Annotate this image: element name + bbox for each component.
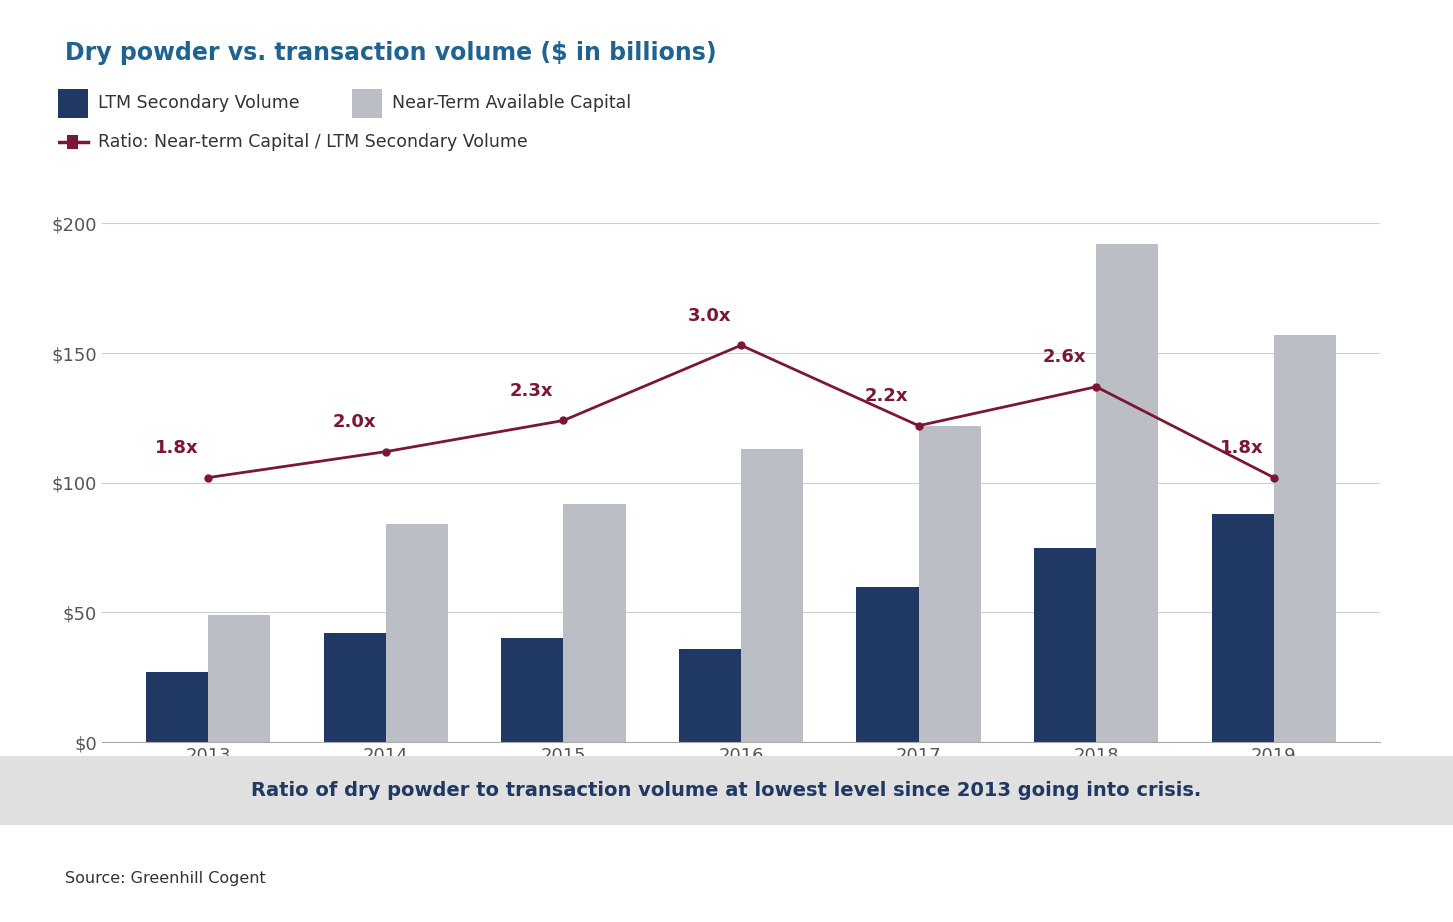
Bar	[679, 649, 741, 742]
Bar	[1035, 548, 1096, 742]
Text: 3.0x: 3.0x	[687, 306, 731, 325]
Bar	[1212, 514, 1274, 742]
Bar	[741, 449, 804, 742]
Text: Ratio: Near-term Capital / LTM Secondary Volume: Ratio: Near-term Capital / LTM Secondary…	[99, 133, 527, 151]
Bar	[564, 503, 626, 742]
Bar	[386, 525, 448, 742]
Bar	[501, 638, 564, 742]
Bar	[324, 633, 386, 742]
Text: Source: Greenhill Cogent: Source: Greenhill Cogent	[65, 871, 266, 886]
Text: 2.6x: 2.6x	[1042, 348, 1085, 366]
FancyBboxPatch shape	[352, 89, 382, 118]
Text: Ratio of dry powder to transaction volume at lowest level since 2013 going into : Ratio of dry powder to transaction volum…	[251, 781, 1202, 800]
Bar	[1096, 244, 1158, 742]
Text: 1.8x: 1.8x	[1221, 439, 1264, 456]
Text: 1.8x: 1.8x	[154, 439, 198, 456]
Bar	[856, 586, 918, 742]
Bar	[1274, 335, 1335, 742]
Text: 2.3x: 2.3x	[510, 382, 554, 400]
Text: LTM Secondary Volume: LTM Secondary Volume	[99, 94, 299, 112]
Text: Dry powder vs. transaction volume ($ in billions): Dry powder vs. transaction volume ($ in …	[65, 41, 716, 65]
Bar	[208, 615, 270, 742]
Text: 2.2x: 2.2x	[865, 387, 908, 405]
Text: 2.0x: 2.0x	[333, 413, 376, 431]
Bar	[918, 426, 981, 742]
Bar	[147, 672, 208, 742]
Bar	[67, 135, 78, 149]
Text: Near-Term Available Capital: Near-Term Available Capital	[392, 94, 632, 112]
FancyBboxPatch shape	[58, 89, 87, 118]
